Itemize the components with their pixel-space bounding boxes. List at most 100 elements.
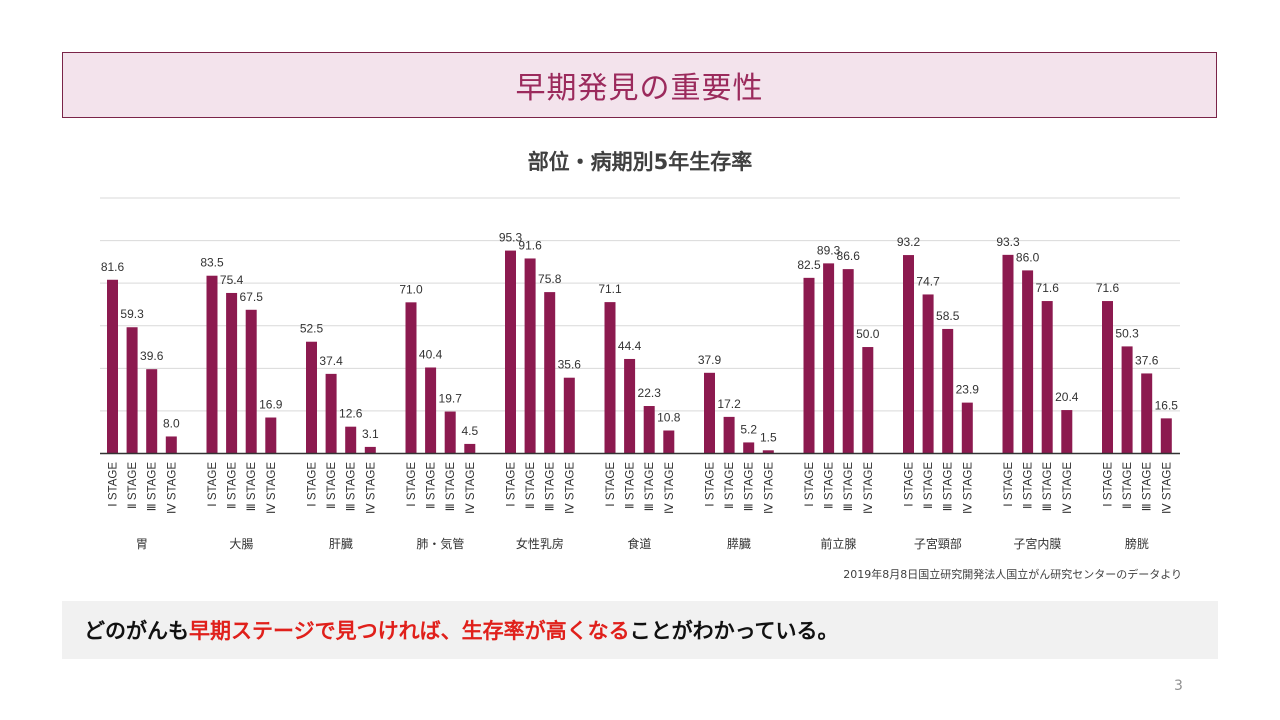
bar (862, 347, 874, 454)
stage-tick-label: Ⅰ STAGE (207, 462, 219, 507)
bar (563, 377, 575, 454)
bar (325, 373, 337, 454)
data-label: 95.3 (499, 231, 523, 245)
conclusion-box: どのがんも 早期ステージで見つければ、生存率が高くなる ことがわかっている。 (62, 601, 1218, 659)
bar (663, 430, 675, 454)
bar (643, 406, 655, 454)
stage-tick-label: Ⅳ STAGE (564, 462, 576, 514)
data-label: 23.9 (956, 383, 980, 397)
data-label: 71.1 (598, 282, 622, 296)
data-label: 39.6 (140, 349, 164, 363)
stage-tick-label: Ⅱ STAGE (326, 462, 338, 509)
note-highlight: 早期ステージで見つければ、生存率が高くなる (189, 619, 630, 643)
bar (265, 417, 277, 454)
data-label: 86.6 (837, 249, 861, 263)
stage-tick-label: Ⅲ STAGE (147, 462, 159, 512)
bar (544, 292, 556, 454)
bar (226, 292, 238, 454)
stage-tick-label: Ⅲ STAGE (346, 462, 358, 512)
data-label: 67.5 (240, 290, 264, 304)
category-label: 肝臓 (329, 537, 353, 551)
stage-tick-label: Ⅳ STAGE (763, 462, 775, 514)
bar (1041, 301, 1053, 454)
category-label: 大腸 (229, 537, 253, 551)
stage-tick-label: Ⅰ STAGE (1103, 462, 1115, 507)
stage-tick-label: Ⅲ STAGE (445, 462, 457, 512)
stage-tick-label: Ⅱ STAGE (127, 462, 139, 509)
bar (306, 341, 317, 454)
data-label: 59.3 (120, 307, 144, 321)
data-label: 10.8 (657, 411, 681, 425)
note-part: ことがわかっている。 (629, 619, 839, 643)
bar (126, 327, 138, 454)
bar (942, 328, 954, 454)
stage-tick-label: Ⅳ STAGE (365, 462, 377, 514)
data-label: 3.1 (362, 427, 379, 441)
stage-tick-label: Ⅳ STAGE (465, 462, 477, 514)
data-label: 17.2 (717, 397, 741, 411)
bar (903, 255, 914, 454)
stage-tick-label: Ⅲ STAGE (744, 462, 756, 512)
data-label: 86.0 (1016, 250, 1040, 264)
stage-tick-label: Ⅱ STAGE (923, 462, 935, 509)
stage-tick-label: Ⅳ STAGE (962, 462, 974, 514)
stage-tick-label: Ⅲ STAGE (246, 462, 258, 512)
stage-tick-label: Ⅱ STAGE (426, 462, 438, 509)
stage-tick-label: Ⅱ STAGE (525, 462, 537, 509)
bar (165, 436, 177, 454)
slide-title: 早期発見の重要性 (515, 71, 764, 106)
bar (107, 279, 118, 454)
stage-tick-label: Ⅲ STAGE (843, 462, 855, 512)
stage-tick-label: Ⅲ STAGE (1042, 462, 1054, 512)
bar (146, 369, 158, 454)
data-label: 93.2 (897, 235, 921, 249)
data-label: 37.6 (1135, 353, 1159, 367)
bar (1141, 373, 1153, 454)
data-label: 81.6 (101, 260, 125, 274)
stage-tick-label: Ⅰ STAGE (804, 462, 816, 507)
bar (1002, 254, 1014, 454)
bar (704, 372, 715, 454)
bar (743, 442, 755, 454)
bar (1160, 418, 1172, 454)
bar-chart: 81.6 Ⅰ STAGE 59.3 Ⅱ STAGE 39.6 Ⅲ STAGE 8.0 Ⅳ ST… (100, 197, 1180, 551)
stage-tick-label: Ⅲ STAGE (644, 462, 656, 512)
data-label: 4.5 (461, 424, 478, 438)
data-label: 44.4 (618, 339, 642, 353)
data-label: 71.6 (1096, 281, 1120, 295)
category-label: 肺・気管 (416, 536, 464, 551)
stage-tick-label: Ⅰ STAGE (307, 462, 319, 507)
data-label: 22.3 (638, 386, 662, 400)
data-label: 16.9 (259, 398, 283, 412)
bar (444, 411, 456, 454)
bar (922, 294, 934, 454)
data-label: 75.8 (538, 272, 562, 286)
stage-tick-label: Ⅳ STAGE (863, 462, 875, 514)
category-label: 膀胱 (1125, 536, 1149, 551)
data-label: 52.5 (300, 322, 324, 336)
data-label: 71.6 (1036, 281, 1060, 295)
stage-tick-label: Ⅰ STAGE (1003, 462, 1015, 507)
data-label: 37.9 (698, 353, 722, 367)
category-label: 食道 (627, 536, 651, 551)
bar (206, 275, 218, 454)
bar (245, 309, 257, 454)
bar (1061, 410, 1073, 454)
category-label: 子宮内膜 (1013, 536, 1061, 551)
bar (723, 416, 735, 454)
data-label: 5.2 (740, 422, 757, 436)
data-label: 8.0 (163, 416, 180, 430)
bar (524, 258, 536, 454)
data-label: 75.4 (220, 273, 244, 287)
data-label: 35.6 (558, 358, 582, 372)
stage-tick-label: Ⅱ STAGE (227, 462, 239, 509)
bar (345, 426, 357, 454)
stage-tick-label: Ⅳ STAGE (1062, 462, 1074, 514)
data-label: 1.5 (760, 430, 777, 444)
stage-tick-label: Ⅲ STAGE (545, 462, 557, 512)
bar (364, 446, 376, 454)
data-label: 71.0 (399, 282, 423, 296)
data-label: 82.5 (797, 258, 821, 272)
bar (464, 443, 476, 454)
chart-title: 部位・病期別5年生存率 (527, 150, 753, 174)
